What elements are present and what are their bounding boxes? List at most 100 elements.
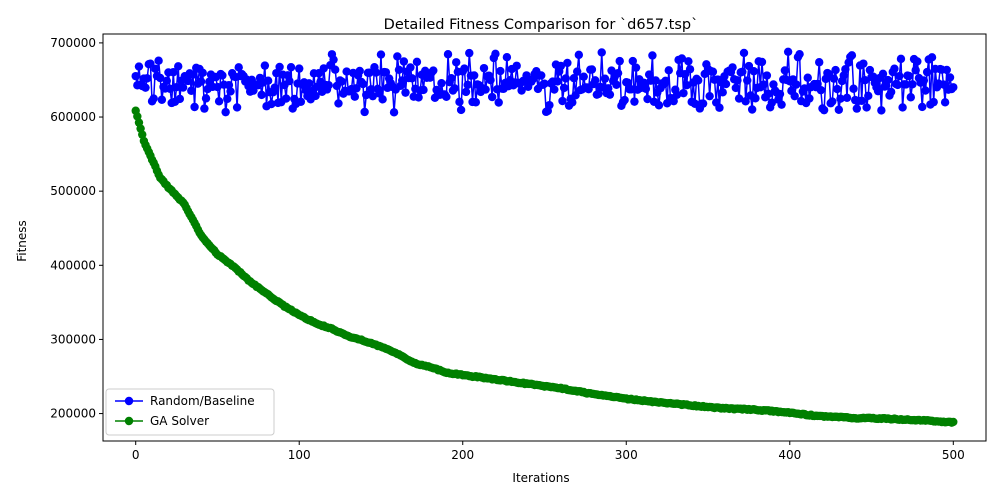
data-point — [927, 53, 937, 62]
y-tick-label: 600000 — [50, 110, 96, 124]
data-point — [641, 84, 651, 94]
data-point — [815, 58, 824, 67]
data-point — [138, 130, 147, 139]
legend-swatch-marker — [124, 416, 134, 426]
data-point — [628, 56, 637, 66]
data-point — [767, 98, 776, 107]
data-point — [324, 81, 333, 90]
y-axis-label: Fitness — [15, 220, 29, 262]
data-point — [918, 102, 927, 112]
data-point — [563, 58, 572, 68]
data-point — [865, 65, 875, 75]
data-point — [734, 94, 744, 103]
data-point — [134, 62, 144, 71]
data-point — [198, 68, 207, 78]
data-point — [275, 62, 284, 72]
data-point — [285, 76, 294, 86]
data-point — [378, 95, 387, 104]
data-point — [365, 68, 374, 77]
data-point — [929, 97, 938, 107]
data-point — [913, 57, 922, 66]
data-point — [190, 102, 199, 112]
data-point — [757, 57, 767, 67]
data-point — [334, 99, 343, 108]
data-point — [868, 72, 878, 81]
data-point — [149, 94, 158, 103]
data-point — [151, 64, 160, 73]
data-point — [705, 91, 714, 101]
data-point — [759, 80, 768, 89]
legend-swatch-marker — [124, 396, 134, 406]
data-point — [864, 91, 873, 101]
data-point — [362, 90, 371, 100]
legend-label: Random/Baseline — [150, 394, 255, 408]
data-point — [775, 89, 785, 99]
data-point — [223, 94, 232, 104]
data-point — [559, 83, 569, 93]
data-point — [281, 94, 291, 103]
data-point — [174, 62, 183, 71]
y-tick-label: 300000 — [50, 332, 96, 346]
data-point — [682, 80, 691, 90]
data-point — [643, 94, 652, 104]
data-point — [407, 74, 417, 83]
data-point — [896, 54, 906, 64]
data-point — [669, 96, 678, 106]
data-point — [795, 49, 804, 59]
data-point — [738, 67, 747, 76]
data-point — [679, 88, 688, 98]
data-point — [777, 100, 786, 109]
data-point — [792, 80, 801, 89]
data-point — [911, 66, 920, 75]
data-point — [949, 83, 958, 92]
data-point — [859, 59, 868, 68]
data-point — [648, 51, 657, 60]
data-point — [877, 106, 886, 115]
data-point — [800, 84, 809, 93]
data-point — [751, 94, 760, 103]
data-point — [358, 79, 368, 89]
data-point — [561, 74, 570, 83]
data-point — [141, 83, 150, 92]
data-point — [355, 66, 364, 76]
data-point — [684, 57, 693, 66]
data-point — [157, 95, 167, 104]
data-point — [257, 90, 266, 100]
data-point — [677, 54, 687, 63]
data-point — [496, 66, 505, 76]
data-point — [805, 94, 814, 103]
data-point — [780, 66, 790, 75]
data-point — [878, 69, 888, 79]
data-point — [376, 50, 386, 59]
data-point — [296, 97, 306, 106]
data-point — [221, 107, 230, 117]
data-point — [906, 93, 915, 102]
data-point — [201, 94, 211, 103]
y-tick-label: 200000 — [50, 407, 96, 421]
data-point — [481, 85, 490, 94]
data-point — [741, 97, 750, 106]
x-tick-label: 100 — [288, 448, 311, 462]
data-point — [834, 105, 844, 114]
data-point — [890, 64, 899, 73]
data-point — [232, 103, 242, 112]
data-point — [841, 65, 850, 74]
data-point — [605, 90, 615, 99]
data-point — [393, 52, 402, 61]
data-point — [895, 71, 904, 81]
data-point — [556, 61, 566, 71]
data-point — [154, 56, 163, 65]
data-point — [829, 74, 839, 83]
data-point — [162, 76, 171, 86]
x-tick-label: 400 — [778, 448, 801, 462]
data-point — [329, 55, 338, 64]
data-point — [731, 83, 741, 93]
data-point — [491, 49, 500, 59]
data-point — [319, 64, 328, 73]
data-point — [901, 80, 911, 89]
data-point — [743, 76, 752, 85]
data-point — [465, 48, 474, 58]
data-point — [579, 72, 588, 81]
data-point — [685, 65, 695, 74]
data-point — [651, 76, 660, 85]
